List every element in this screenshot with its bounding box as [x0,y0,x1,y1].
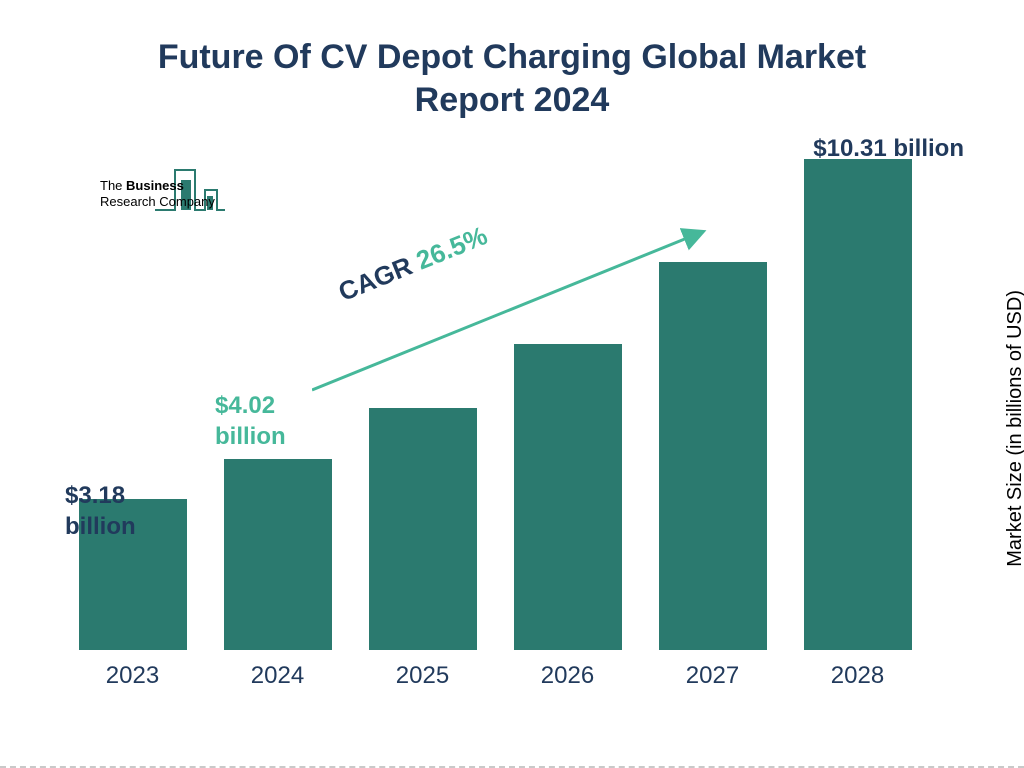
value-label-2023: $3.18 billion [65,480,155,542]
bar [224,459,332,650]
x-tick-label: 2024 [205,662,350,690]
cagr-arrow [312,200,722,410]
title-line-1: Future Of CV Depot Charging Global Marke… [0,36,1024,79]
value-label-2024: $4.02 billion [215,390,305,452]
infographic-root: Future Of CV Depot Charging Global Marke… [0,0,1024,768]
y-axis-label: Market Size (in billions of USD) [1004,290,1024,567]
bar-slot [205,459,350,650]
x-tick-label: 2025 [350,662,495,690]
value-2024-text: $4.02 billion [215,390,305,452]
bar-slot [350,408,495,650]
value-2028-text: $10.31 billion [813,135,964,162]
bar [369,408,477,650]
value-label-2028: $10.31 billion [813,135,964,163]
page-title: Future Of CV Depot Charging Global Marke… [0,36,1024,121]
title-line-2: Report 2024 [0,79,1024,122]
bar [804,159,912,650]
x-tick-label: 2023 [60,662,205,690]
x-tick-label: 2026 [495,662,640,690]
x-tick-label: 2028 [785,662,930,690]
value-2023-text: $3.18 billion [65,480,155,542]
bar-slot [785,159,930,650]
x-axis-labels: 202320242025202620272028 [60,662,930,690]
x-tick-label: 2027 [640,662,785,690]
